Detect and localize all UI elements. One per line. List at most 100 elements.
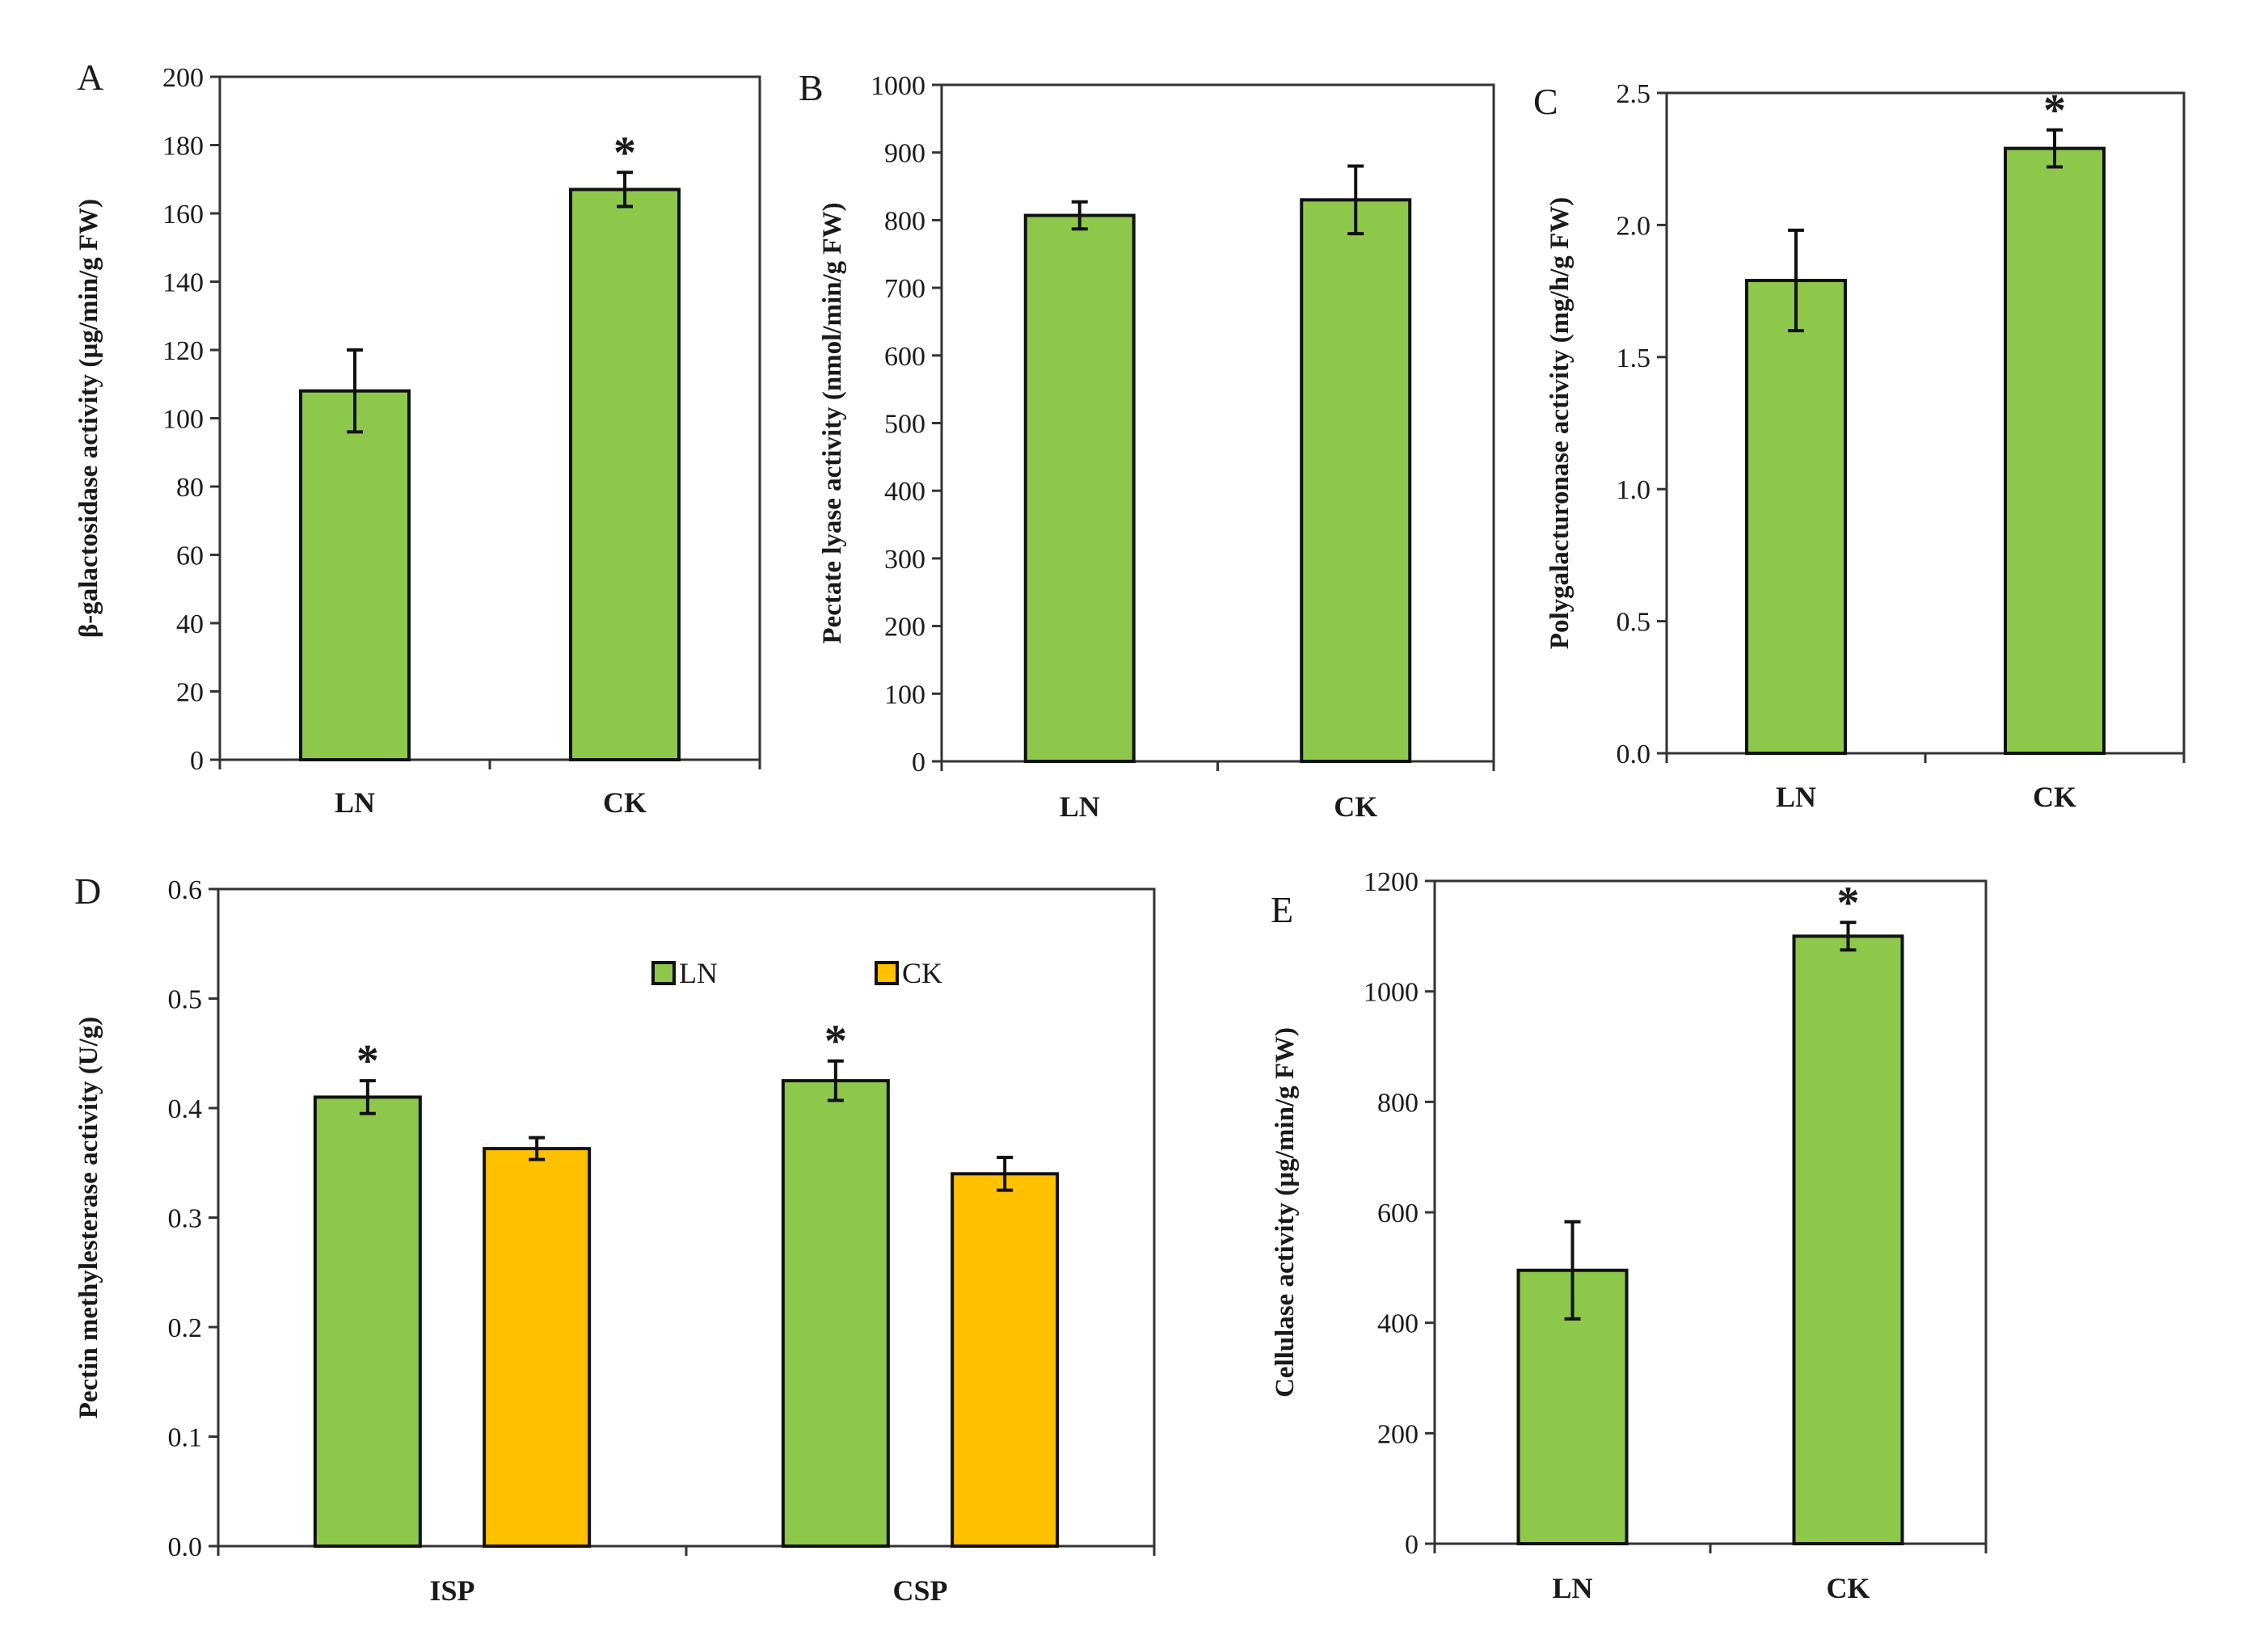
y-tick-label: 1000 — [1364, 978, 1419, 1008]
category-label: LN — [1060, 790, 1100, 823]
y-tick-label: 200 — [884, 613, 925, 643]
y-tick-label: 0.2 — [168, 1313, 203, 1343]
bar-ln-ck — [569, 188, 681, 762]
y-tick-label: 0.5 — [168, 985, 203, 1015]
y-tick-label: 1.5 — [1617, 343, 1651, 373]
panel-letter: E — [1271, 889, 1293, 930]
panel-letter: A — [77, 57, 103, 98]
y-tick-label: 1200 — [1364, 867, 1419, 897]
significance-mark: * — [2043, 86, 2066, 136]
y-axis-title: Pectin methylesterase activity (U/g) — [74, 1017, 103, 1419]
panel-letter: B — [799, 67, 824, 108]
significance-mark: * — [356, 1036, 379, 1086]
plot-frame — [1665, 91, 2186, 755]
y-tick-label: 200 — [162, 63, 204, 93]
y-tick-label: 600 — [1377, 1199, 1419, 1228]
y-tick-label: 600 — [884, 342, 925, 372]
y-axis-title: Polygalacturonase activity (mg/h/g FW) — [1545, 197, 1575, 649]
category-label: CK — [1334, 790, 1377, 823]
y-tick-label: 0.4 — [168, 1094, 203, 1124]
error-bar — [347, 348, 363, 434]
y-tick-label: 120 — [162, 336, 204, 366]
y-tick-label: 800 — [1377, 1088, 1419, 1118]
bar-ln-isp — [313, 1095, 422, 1548]
legend-label: CK — [902, 957, 942, 989]
y-tick-label: 140 — [162, 268, 204, 298]
panel-c: C 0.0 0.5 1.0 1.5 2.0 2.5 Polygalacturonase act… — [1533, 79, 2186, 813]
category-label: ISP — [429, 1574, 474, 1607]
y-tick-label: 20 — [176, 678, 204, 708]
y-tick-label: 800 — [884, 206, 925, 236]
category-label: LN — [1552, 1572, 1592, 1604]
y-tick-label: 100 — [162, 405, 204, 435]
error-bar — [2047, 128, 2063, 169]
y-axis-title: Cellulase activity (µg/min/g FW) — [1271, 1027, 1300, 1397]
panel-e: E 0 200 400 600 800 1000 1200 Cellulase activity… — [1271, 867, 1988, 1604]
legend-item-ck: CK — [875, 957, 942, 989]
y-tick-label: 500 — [884, 410, 925, 440]
bar-ln-ck — [1300, 198, 1412, 764]
error-bar — [1840, 921, 1857, 952]
y-tick-label: 2.5 — [1617, 79, 1651, 109]
y-tick-label: 40 — [176, 609, 204, 639]
legend-label: LN — [679, 957, 718, 989]
y-tick-label: 0.0 — [168, 1532, 203, 1562]
bar-ln-ck — [2004, 146, 2106, 756]
y-tick-label: 1000 — [871, 71, 925, 101]
y-tick-label: 400 — [1377, 1309, 1419, 1339]
legend-swatch — [651, 961, 676, 985]
error-bar — [827, 1059, 844, 1102]
error-bar — [997, 1155, 1014, 1192]
bar-ln-ck — [1792, 934, 1904, 1546]
panel-letter: C — [1533, 81, 1558, 122]
y-tick-label: 0.1 — [168, 1423, 203, 1453]
y-tick-label: 0 — [1405, 1530, 1419, 1560]
category-label: CK — [1827, 1572, 1870, 1604]
y-tick-label: 700 — [884, 274, 925, 304]
y-tick-label: 80 — [176, 473, 204, 503]
y-tick-label: 0.6 — [168, 875, 203, 905]
y-tick-label: 1.0 — [1617, 475, 1651, 505]
error-bar — [1071, 200, 1088, 231]
legend-item-ln: LN — [651, 957, 718, 989]
y-tick-label: 180 — [162, 132, 204, 162]
y-tick-label: 900 — [884, 139, 925, 169]
panel-d: D 0.0 0.1 0.2 0.3 0.4 0.5 0.6 Pectin methylester… — [74, 870, 1156, 1607]
panel-letter: D — [74, 870, 101, 912]
category-label: CK — [2033, 781, 2076, 813]
y-tick-label: 0 — [912, 748, 925, 778]
significance-mark: * — [613, 128, 636, 178]
y-tick-label: 2.0 — [1617, 211, 1651, 241]
y-tick-label: 0.3 — [168, 1204, 203, 1234]
category-label: CK — [603, 786, 647, 819]
error-bar — [1564, 1220, 1581, 1321]
y-tick-label: 0.5 — [1617, 608, 1651, 638]
panel-b: B 0 100 200 300 400 500 600 700 800 900 1000 Pectate… — [799, 67, 1495, 823]
panel-a: A 0 20 40 60 80 100 120 140 160 180 200 β-galactosid… — [74, 57, 761, 819]
bar-ln-ln — [1745, 279, 1847, 755]
y-axis-title: β-galactosidase activity (µg/min/g FW) — [74, 199, 103, 638]
significance-mark: * — [1837, 878, 1860, 928]
bar-ck-isp — [483, 1147, 592, 1548]
error-bar — [1347, 164, 1364, 236]
y-tick-label: 100 — [884, 680, 925, 710]
category-label: LN — [1776, 781, 1816, 813]
y-tick-label: 200 — [1377, 1419, 1419, 1449]
significance-mark: * — [824, 1017, 847, 1067]
error-bar — [529, 1136, 546, 1161]
y-axis-title: Pectate lyase activity (nmol/min/g FW) — [818, 202, 847, 643]
y-tick-label: 400 — [884, 477, 925, 507]
y-tick-label: 0 — [190, 746, 204, 776]
bar-ln-ln — [299, 389, 411, 761]
legend-swatch — [875, 961, 899, 985]
y-tick-label: 0.0 — [1617, 740, 1651, 769]
y-tick-label: 60 — [176, 542, 204, 571]
error-bar — [359, 1079, 376, 1115]
y-tick-label: 300 — [884, 545, 925, 575]
error-bar — [617, 171, 633, 209]
category-label: LN — [335, 786, 375, 819]
bar-ln-csp — [781, 1079, 890, 1548]
bar-ck-csp — [951, 1172, 1060, 1549]
y-tick-label: 160 — [162, 200, 204, 230]
